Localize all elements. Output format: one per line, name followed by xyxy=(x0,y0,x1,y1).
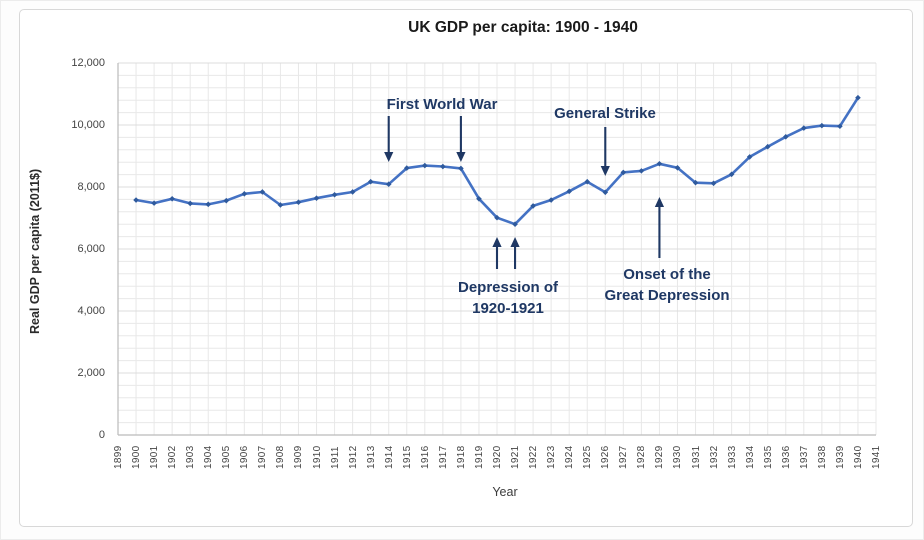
x-tick-label: 1923 xyxy=(546,445,558,469)
x-tick-label: 1933 xyxy=(726,445,738,469)
x-tick-label: 1929 xyxy=(654,445,666,469)
x-tick-label: 1938 xyxy=(816,445,828,469)
y-tick-label: 10,000 xyxy=(71,118,105,131)
x-tick-label: 1927 xyxy=(618,445,630,469)
x-tick-label: 1935 xyxy=(762,445,774,469)
x-tick-label: 1914 xyxy=(383,445,395,469)
x-tick-label: 1911 xyxy=(329,446,341,469)
y-tick-label: 2,000 xyxy=(77,366,105,379)
x-axis-title: Year xyxy=(492,485,518,499)
annotation-line: Great Depression xyxy=(604,287,730,304)
depression_1920-arrow-head xyxy=(492,237,502,247)
chart-title: UK GDP per capita: 1900 - 1940 xyxy=(408,19,638,36)
x-tick-label: 1934 xyxy=(744,445,756,469)
annotation-arrows xyxy=(384,116,665,269)
great_depression-arrow-head xyxy=(654,197,665,207)
x-tick-label: 1918 xyxy=(455,445,467,469)
x-tick-label: 1908 xyxy=(275,445,287,469)
y-tick-label: 4,000 xyxy=(77,304,105,317)
annotation-line: Depression of xyxy=(457,279,559,296)
x-tick-label: 1907 xyxy=(257,445,269,469)
series-markers xyxy=(133,94,861,227)
first_world_war-arrow-head xyxy=(384,152,394,162)
x-tick-label: 1917 xyxy=(437,445,449,469)
x-tick-label: 1924 xyxy=(564,445,576,469)
x-tick-label: 1910 xyxy=(311,445,323,469)
x-tick-label: 1928 xyxy=(636,445,648,469)
x-tick-label: 1902 xyxy=(167,445,179,469)
chart-frame xyxy=(19,9,913,527)
annotation-first-world-war: First World War xyxy=(386,96,498,113)
x-tick-label: 1909 xyxy=(293,445,305,469)
x-tick-label: 1899 xyxy=(113,445,124,469)
x-tick-label: 1941 xyxy=(871,445,882,469)
x-tick-label: 1939 xyxy=(834,445,846,469)
x-tick-label: 1937 xyxy=(798,445,810,469)
x-tick-label: 1905 xyxy=(221,445,233,469)
x-tick-label: 1919 xyxy=(473,445,485,469)
x-tick-label: 1936 xyxy=(780,445,792,469)
first_world_war-arrow-head xyxy=(456,152,466,162)
x-tick-label: 1926 xyxy=(600,445,612,469)
x-tick-label: 1912 xyxy=(347,445,359,469)
x-tick-label: 1921 xyxy=(510,445,522,469)
x-tick-label: 1904 xyxy=(203,445,215,469)
x-tick-label: 1930 xyxy=(672,445,684,469)
annotation-depression-1920-1921: Depression of 1920-1921 xyxy=(458,277,558,319)
y-tick-label: 6,000 xyxy=(77,242,105,255)
x-tick-label: 1913 xyxy=(365,445,377,469)
annotation-general-strike: General Strike xyxy=(554,105,656,122)
x-tick-label: 1925 xyxy=(582,445,594,469)
x-tick-label: 1932 xyxy=(708,445,720,469)
annotation-line: 1920-1921 xyxy=(472,300,544,317)
x-tick-label: 1922 xyxy=(528,445,540,469)
annotation-onset-great-depression: Onset of the Great Depression xyxy=(604,264,729,306)
x-tick-label: 1920 xyxy=(492,445,503,469)
axis-lines xyxy=(117,63,876,436)
general_strike-arrow-head xyxy=(600,166,610,176)
x-tick-label: 1916 xyxy=(419,445,431,469)
x-tick-label: 1900 xyxy=(131,445,143,469)
x-tick-label: 1915 xyxy=(401,445,413,469)
x-tick-label: 1901 xyxy=(149,445,161,469)
y-tick-label: 0 xyxy=(98,428,105,441)
depression_1920-arrow-head xyxy=(510,237,520,247)
x-tick-label: 1931 xyxy=(690,445,702,469)
y-tick-label: 8,000 xyxy=(77,180,105,193)
annotation-line: Onset of the xyxy=(623,266,711,283)
x-tick-label: 1940 xyxy=(852,445,864,469)
y-tick-label: 12,000 xyxy=(71,56,105,69)
x-tick-label: 1903 xyxy=(185,445,197,469)
x-tick-label: 1906 xyxy=(239,445,251,469)
